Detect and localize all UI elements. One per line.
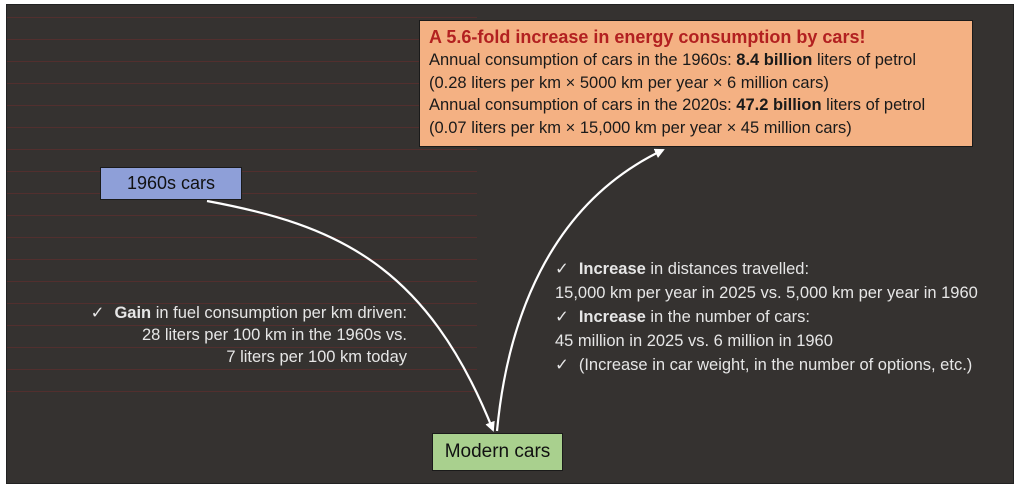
- increase-item-distance-detail: 15,000 km per year in 2025 vs. 5,000 km …: [555, 284, 978, 302]
- box-1960s-cars-label: 1960s cars: [126, 173, 216, 193]
- ghost-text-overlay: [7, 5, 477, 405]
- energy-line3-suffix: liters of petrol: [821, 96, 926, 114]
- check-icon: ✓: [555, 260, 569, 278]
- box-1960s-cars: 1960s cars: [100, 167, 242, 200]
- energy-consumption-box: A 5.6-fold increase in energy consumptio…: [419, 20, 973, 147]
- increase-item-weight: ✓ (Increase in car weight, in the number …: [555, 353, 1013, 377]
- energy-line1-suffix: liters of petrol: [812, 51, 917, 69]
- box-modern-cars: Modern cars: [432, 433, 563, 471]
- fuel-gain-line2: 28 liters per 100 km in the 1960s vs.: [141, 326, 407, 344]
- increase-item1-bold: Increase: [578, 260, 646, 278]
- arrows-layer: [206, 148, 665, 432]
- energy-line-2020s-formula: (0.07 liters per km × 15,000 km per year…: [429, 118, 852, 137]
- slide-canvas: 1960s cars Modern cars A 5.6-fold increa…: [6, 4, 1014, 484]
- increase-item-cars: ✓ Increase in the number of cars:: [555, 305, 1013, 329]
- arrow-modern-to-energy: [495, 148, 665, 432]
- energy-title: A 5.6-fold increase in energy consumptio…: [429, 27, 866, 47]
- energy-line-1960s: Annual consumption of cars in the 1960s:…: [429, 49, 963, 72]
- increase-item-distance: ✓ Increase in distances travelled:: [555, 257, 1013, 281]
- energy-line-1960s-formula: (0.28 liters per km × 5000 km per year ×…: [429, 73, 829, 92]
- increase-item3-text: (Increase in car weight, in the number o…: [578, 356, 973, 374]
- increase-item2-text: in the number of cars:: [645, 308, 810, 326]
- arrow-1960s-to-modern: [206, 199, 495, 432]
- increase-item2-bold: Increase: [578, 308, 646, 326]
- increase-item1-text: in distances travelled:: [645, 260, 810, 278]
- fuel-gain-line1: in fuel consumption per km driven:: [151, 304, 407, 322]
- fuel-gain-bold: Gain: [114, 304, 152, 322]
- check-icon: ✓: [555, 308, 569, 326]
- energy-line1-value: 8.4 billion: [736, 51, 813, 69]
- energy-line3-prefix: Annual consumption of cars in the 2020s:: [429, 96, 737, 114]
- energy-line3-value: 47.2 billion: [736, 96, 822, 114]
- box-modern-cars-label: Modern cars: [444, 441, 551, 462]
- energy-line1-prefix: Annual consumption of cars in the 1960s:: [429, 51, 737, 69]
- fuel-gain-note: ✓ Gain in fuel consumption per km driven:…: [67, 302, 407, 368]
- increase-notes: ✓ Increase in distances travelled: 15,000…: [555, 257, 1013, 377]
- check-icon: ✓: [555, 356, 569, 374]
- fuel-gain-line3: 7 liters per 100 km today: [226, 348, 407, 366]
- fuel-gain-heading: ✓ Gain in fuel consumption per km driven:: [67, 302, 407, 324]
- energy-line-2020s: Annual consumption of cars in the 2020s:…: [429, 94, 963, 117]
- increase-item-cars-detail: 45 million in 2025 vs. 6 million in 1960: [555, 332, 833, 350]
- check-icon: ✓: [90, 304, 105, 322]
